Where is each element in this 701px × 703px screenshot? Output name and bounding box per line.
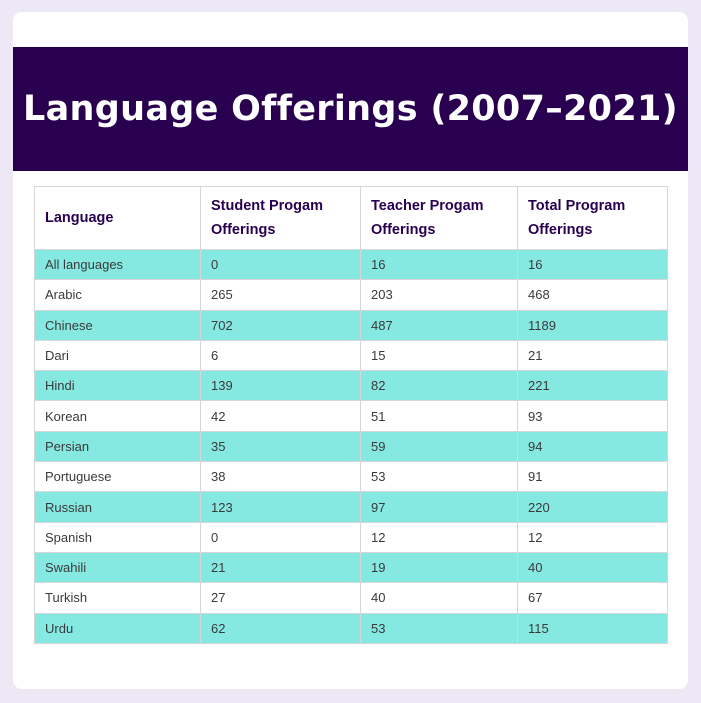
language-cell: Arabic — [34, 279, 201, 311]
language-cell: Portuguese — [34, 461, 201, 493]
table-row: Hindi 139 82 221 — [34, 370, 668, 402]
table-card: Language Offerings (2007–2021) Language … — [13, 12, 688, 689]
teacher-offerings-cell: 487 — [360, 309, 518, 341]
student-offerings-cell: 6 — [200, 339, 361, 372]
total-offerings-cell: 40 — [517, 551, 668, 584]
total-offerings-cell: 94 — [517, 430, 668, 463]
student-offerings-cell: 123 — [200, 491, 361, 523]
table-body: All languages 0 16 16 Arabic 265 203 468 Chinese… — [34, 248, 668, 644]
total-offerings-cell: 16 — [517, 248, 668, 281]
table-row: Swahili 21 19 40 — [34, 551, 668, 584]
teacher-offerings-cell: 51 — [360, 400, 518, 432]
language-cell: Hindi — [34, 370, 201, 402]
total-offerings-cell: 115 — [517, 612, 668, 644]
total-offerings-cell: 221 — [517, 370, 668, 402]
header-row: Language Student Progam Offerings Teache… — [34, 186, 668, 250]
language-cell: Russian — [34, 491, 201, 523]
table-row: Korean 42 51 93 — [34, 400, 668, 432]
language-cell: All languages — [34, 248, 201, 281]
student-offerings-cell: 21 — [200, 551, 361, 584]
language-offerings-table: Language Student Progam Offerings Teache… — [34, 186, 668, 644]
total-offerings-cell: 1189 — [517, 309, 668, 341]
table-row: Chinese 702 487 1189 — [34, 309, 668, 341]
column-header-total-offerings: Total Program Offerings — [517, 186, 668, 250]
language-cell: Persian — [34, 430, 201, 463]
table-row: Portuguese 38 53 91 — [34, 461, 668, 493]
teacher-offerings-cell: 16 — [360, 248, 518, 281]
student-offerings-cell: 0 — [200, 521, 361, 553]
total-offerings-cell: 468 — [517, 279, 668, 311]
column-header-student-offerings: Student Progam Offerings — [200, 186, 361, 250]
student-offerings-cell: 702 — [200, 309, 361, 341]
title-banner: Language Offerings (2007–2021) — [13, 47, 688, 171]
table-row: Urdu 62 53 115 — [34, 612, 668, 644]
total-offerings-cell: 91 — [517, 461, 668, 493]
total-offerings-cell: 220 — [517, 491, 668, 523]
table-row: Spanish 0 12 12 — [34, 521, 668, 553]
language-cell: Swahili — [34, 551, 201, 584]
table-row: Persian 35 59 94 — [34, 430, 668, 463]
total-offerings-cell: 93 — [517, 400, 668, 432]
student-offerings-cell: 139 — [200, 370, 361, 402]
student-offerings-cell: 27 — [200, 582, 361, 614]
teacher-offerings-cell: 59 — [360, 430, 518, 463]
teacher-offerings-cell: 203 — [360, 279, 518, 311]
language-cell: Spanish — [34, 521, 201, 553]
language-cell: Urdu — [34, 612, 201, 644]
teacher-offerings-cell: 12 — [360, 521, 518, 553]
language-cell: Korean — [34, 400, 201, 432]
teacher-offerings-cell: 15 — [360, 339, 518, 372]
column-header-teacher-offerings: Teacher Progam Offerings — [360, 186, 518, 250]
table-row: Turkish 27 40 67 — [34, 582, 668, 614]
table-row: Russian 123 97 220 — [34, 491, 668, 523]
column-header-language: Language — [34, 186, 201, 250]
student-offerings-cell: 42 — [200, 400, 361, 432]
table-row: Arabic 265 203 468 — [34, 279, 668, 311]
table-container: Language Student Progam Offerings Teache… — [34, 186, 668, 644]
total-offerings-cell: 21 — [517, 339, 668, 372]
student-offerings-cell: 38 — [200, 461, 361, 493]
page-title: Language Offerings (2007–2021) — [23, 89, 678, 129]
language-cell: Chinese — [34, 309, 201, 341]
teacher-offerings-cell: 53 — [360, 461, 518, 493]
table-row: Dari 6 15 21 — [34, 339, 668, 372]
student-offerings-cell: 62 — [200, 612, 361, 644]
total-offerings-cell: 67 — [517, 582, 668, 614]
student-offerings-cell: 35 — [200, 430, 361, 463]
language-cell: Dari — [34, 339, 201, 372]
teacher-offerings-cell: 53 — [360, 612, 518, 644]
teacher-offerings-cell: 97 — [360, 491, 518, 523]
language-cell: Turkish — [34, 582, 201, 614]
student-offerings-cell: 0 — [200, 248, 361, 281]
teacher-offerings-cell: 40 — [360, 582, 518, 614]
teacher-offerings-cell: 19 — [360, 551, 518, 584]
student-offerings-cell: 265 — [200, 279, 361, 311]
table-row: All languages 0 16 16 — [34, 248, 668, 281]
total-offerings-cell: 12 — [517, 521, 668, 553]
teacher-offerings-cell: 82 — [360, 370, 518, 402]
